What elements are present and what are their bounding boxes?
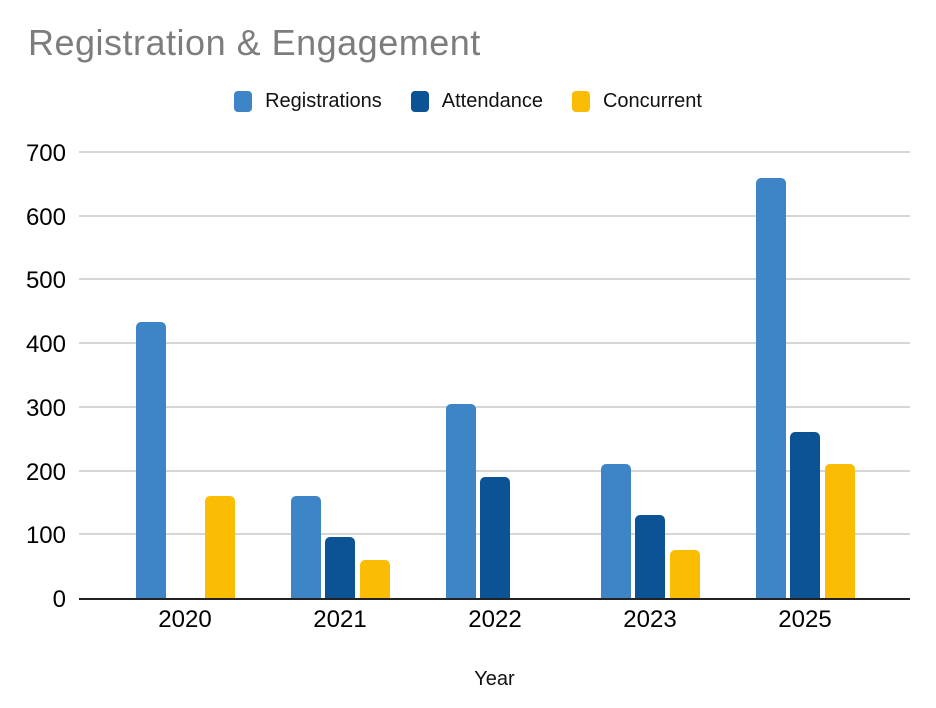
bar-registrations-2021 [290,496,321,598]
bar-concurrent-2023 [669,550,700,598]
bar-attendance-2023 [635,515,665,598]
y-axis: 0 100 200 300 400 500 600 700 [0,140,66,613]
legend-label-attendance: Attendance [441,90,543,112]
attendance-swatch-icon [410,91,429,112]
gridline-500 [79,278,910,281]
bar-attendance-2021 [325,537,355,598]
legend: Registrations Attendance Concurrent [0,90,936,113]
x-tick-label-2025: 2025 [778,606,832,633]
gridline-700 [79,151,910,153]
bar-concurrent-2020 [204,496,235,598]
legend-item-attendance: Attendance [410,90,543,113]
y-tick-label-600: 600 [25,203,66,231]
gridline-600 [79,214,910,217]
legend-item-registrations: Registrations [234,90,382,113]
plot-area [79,151,910,600]
y-tick-label-500: 500 [25,267,66,295]
concurrent-swatch-icon [571,91,590,112]
y-tick-label-100: 100 [25,522,66,550]
y-tick-label-0: 0 [52,586,66,613]
x-axis-title: Year [474,668,515,690]
bar-registrations-2023 [600,464,631,598]
x-tick-label-2021: 2021 [313,606,367,633]
x-axis: 2020 2021 2022 2023 2025 [79,606,910,638]
legend-label-concurrent: Concurrent [602,90,702,112]
bar-attendance-2025 [790,432,820,598]
chart-title: Registration & Engagement [28,22,481,63]
bar-attendance-2022 [480,476,510,598]
x-tick-label-2020: 2020 [158,606,212,633]
bar-concurrent-2025 [824,464,855,598]
gridline-400 [79,342,910,345]
gridline-300 [79,405,910,408]
bar-registrations-2025 [755,177,786,598]
x-tick-label-2022: 2022 [468,606,522,633]
x-tick-label-2023: 2023 [623,606,677,633]
legend-item-concurrent: Concurrent [571,90,702,113]
bar-concurrent-2021 [359,559,390,598]
bar-registrations-2020 [135,322,166,598]
registrations-swatch-icon [234,91,253,112]
y-tick-label-300: 300 [25,394,66,422]
y-tick-label-200: 200 [25,458,66,486]
legend-label-registrations: Registrations [265,90,382,112]
y-tick-label-700: 700 [25,140,66,167]
y-tick-label-400: 400 [25,331,66,359]
bar-registrations-2022 [445,403,476,598]
gridline-200 [79,469,910,472]
